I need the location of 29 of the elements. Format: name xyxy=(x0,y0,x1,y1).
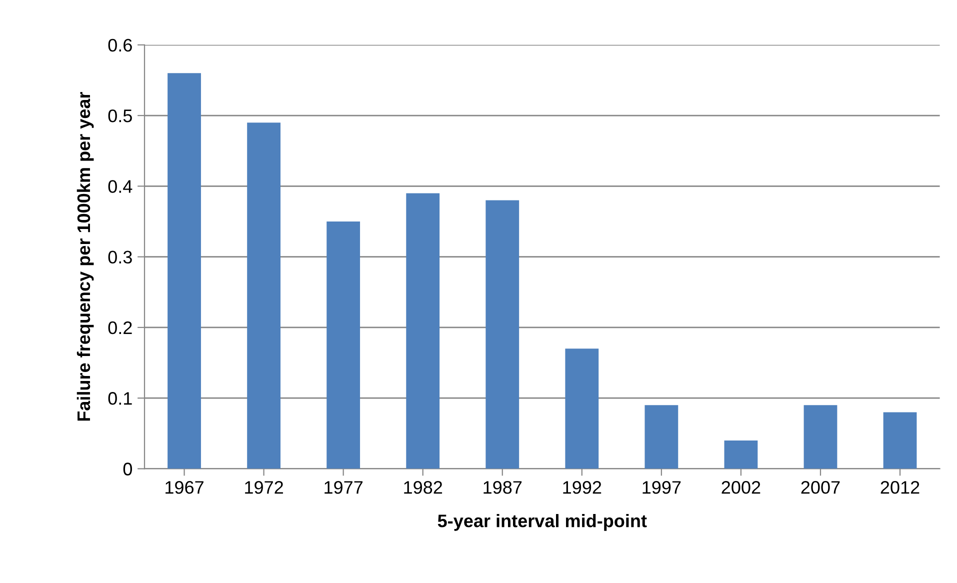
x-tick-label: 1992 xyxy=(563,481,602,494)
bar xyxy=(326,221,360,469)
x-tick-label: 1977 xyxy=(324,481,363,494)
x-tick-label: 2002 xyxy=(722,481,760,494)
x-tick-label: 1972 xyxy=(245,481,283,494)
x-tick-label: 1987 xyxy=(484,481,522,494)
x-tick-label: 1967 xyxy=(166,481,204,494)
bar xyxy=(804,405,838,469)
x-tick-label: 2012 xyxy=(880,481,920,494)
y-tick-label: 0.2 xyxy=(108,321,132,334)
bar xyxy=(883,412,917,469)
y-tick-label: 0.4 xyxy=(108,180,132,193)
bar xyxy=(565,348,599,469)
x-tick-label: 2007 xyxy=(801,481,840,494)
y-tick-label: 0.3 xyxy=(108,250,132,264)
bar xyxy=(168,73,201,469)
bar xyxy=(724,440,758,469)
x-tick-label: 1982 xyxy=(404,481,442,494)
y-tick-label: 0.1 xyxy=(108,392,132,405)
bar xyxy=(247,122,280,469)
bar xyxy=(644,405,678,469)
y-tick-label: 0.5 xyxy=(108,109,132,122)
bar xyxy=(406,193,440,469)
y-axis-title: Failure frequency per 1000km per year xyxy=(76,92,94,421)
y-tick-label: 0 xyxy=(123,462,132,476)
bar xyxy=(486,200,520,469)
x-tick-label: 1997 xyxy=(642,481,681,494)
y-tick-label: 0.6 xyxy=(108,38,132,52)
x-axis-title: 5-year interval mid-point xyxy=(438,514,647,531)
